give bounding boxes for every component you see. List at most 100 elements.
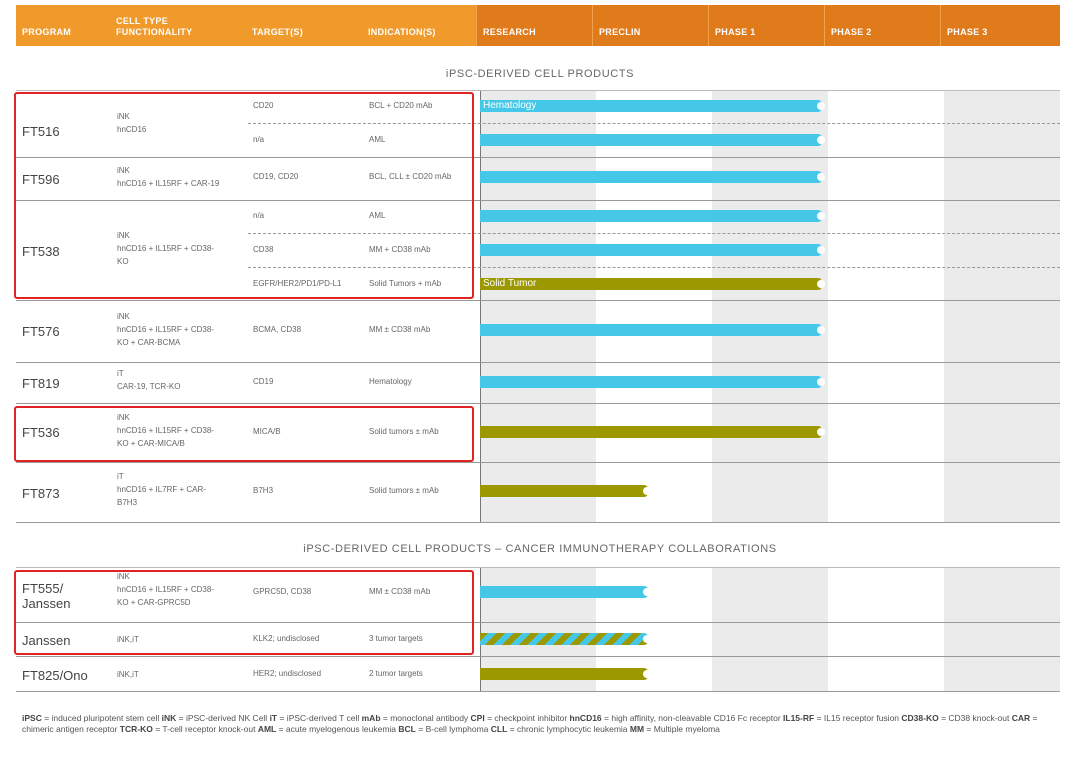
- phase-band-1-2: [712, 567, 828, 691]
- footnote-term: mAb: [361, 713, 381, 723]
- sub-divider-ft538-2: [248, 267, 1060, 268]
- target-ft516-1: n/a: [253, 135, 265, 144]
- program-name-ft536: FT536: [22, 425, 60, 440]
- header-col-target-s: TARGET(S): [246, 5, 362, 46]
- program-name-ft555-janssen: FT555/ Janssen: [22, 581, 71, 611]
- cell-functionality: hnCD16 + IL15RF + CD38-: [117, 325, 214, 334]
- footnote-term: BCL: [398, 724, 416, 734]
- section-title-collaborations: iPSC-DERIVED CELL PRODUCTS – CANCER IMMU…: [303, 543, 777, 555]
- highlight-box-janssen: [14, 570, 474, 655]
- cell-functionality: KO + CAR-MICA/B: [117, 439, 185, 448]
- progress-bar-janssen-0: [480, 633, 651, 645]
- indication-ft538-1: MM + CD38 mAb: [369, 245, 431, 254]
- row-divider-ft873: [16, 522, 1060, 523]
- row-divider-ft819: [16, 403, 1060, 404]
- program-name-ft825-ono: FT825/Ono: [22, 668, 88, 683]
- cell-type-name: iNK: [117, 572, 130, 581]
- footnote-definition: = B-cell lymphoma: [415, 724, 491, 734]
- header-col-cell-type-functionality: CELL TYPE FUNCTIONALITY: [110, 5, 246, 46]
- footnote-term: AML: [257, 724, 277, 734]
- target-janssen-0: KLK2; undisclosed: [253, 634, 320, 643]
- cell-type-name: iNK,iT: [117, 635, 139, 644]
- phase-band-1-4: [944, 567, 1060, 691]
- cell-functionality: hnCD16 + IL7RF + CAR-: [117, 485, 206, 494]
- header-col-preclin: PRECLIN: [592, 5, 708, 46]
- row-divider-ft576: [16, 362, 1060, 363]
- footnote-definition: = acute myelogenous leukemia: [276, 724, 399, 734]
- cell-type-name: iNK: [117, 112, 130, 121]
- footnote-term: iNK: [161, 713, 177, 723]
- section-title-ipsc: iPSC-DERIVED CELL PRODUCTS: [445, 68, 635, 80]
- program-name-ft819: FT819: [22, 376, 60, 391]
- program-name-ft596: FT596: [22, 172, 60, 187]
- progress-bar-ft576-0: [480, 324, 825, 336]
- bar-end-marker: [817, 378, 825, 386]
- progress-bar-ft536-0: [480, 426, 825, 438]
- cell-type-ft538: iNK hnCD16 + IL15RF + CD38- KO: [117, 229, 214, 268]
- header-col-phase-2: PHASE 2: [824, 5, 940, 46]
- target-ft538-0: n/a: [253, 211, 265, 220]
- indication-ft538-0: AML: [369, 211, 386, 220]
- progress-bar-ft819-0: [480, 376, 825, 388]
- bar-end-marker: [817, 212, 825, 220]
- phase-band-0-4: [944, 90, 1060, 522]
- sub-divider-ft538-1: [248, 233, 1060, 234]
- target-ft576-0: BCMA, CD38: [253, 325, 302, 334]
- bar-label: Hematology: [483, 100, 537, 111]
- progress-bar-ft555-janssen-0: [480, 586, 651, 598]
- highlight-box-ft516-ft538: [14, 92, 474, 299]
- footnote-term: CLL: [490, 724, 508, 734]
- cell-type-ft555-janssen: iNK hnCD16 + IL15RF + CD38- KO + CAR-GPRC5…: [117, 570, 214, 609]
- row-divider-ft825-ono: [16, 691, 1060, 692]
- footnote-term: iPSC: [22, 713, 42, 723]
- cell-functionality: hnCD16 + IL15RF + CAR-19: [117, 179, 220, 188]
- target-ft538-2: EGFR/HER2/PD1/PD-L1: [253, 279, 342, 288]
- program-name-ft576: FT576: [22, 324, 60, 339]
- footnote-definition: = monoclonal antibody: [380, 713, 471, 723]
- indication-ft555-janssen-0: MM ± CD38 mAb: [369, 587, 431, 596]
- row-divider-ft555-janssen: [16, 622, 1060, 623]
- program-name-janssen: Janssen: [22, 633, 71, 648]
- cell-functionality: hnCD16 + IL15RF + CD38-: [117, 426, 214, 435]
- progress-bar-ft516-1: [480, 134, 825, 146]
- cell-type-name: iT: [117, 369, 124, 378]
- cell-type-name: iNK: [117, 312, 130, 321]
- indication-ft819-0: Hematology: [369, 377, 412, 386]
- indication-ft516-1: AML: [369, 135, 386, 144]
- row-divider-ft516: [16, 157, 1060, 158]
- cell-type-ft819: iT CAR-19, TCR-KO: [117, 367, 180, 393]
- header-col-phase-1: PHASE 1: [708, 5, 824, 46]
- abbreviations-footnote: iPSC = induced pluripotent stem cell iNK…: [22, 713, 1062, 735]
- progress-bar-ft538-2: Solid Tumor: [480, 278, 825, 290]
- section-top-line-0: [16, 90, 1060, 91]
- footnote-term: IL15-RF: [783, 713, 815, 723]
- highlight-box-ft536: [14, 406, 474, 462]
- pipeline-header: PROGRAM CELL TYPE FUNCTIONALITY TARGET(S) I…: [16, 5, 1060, 46]
- indication-ft873-0: Solid tumors ± mAb: [369, 486, 439, 495]
- bar-end-marker: [817, 428, 825, 436]
- bar-end-marker: [817, 173, 825, 181]
- cell-type-name: iNK: [117, 413, 130, 422]
- footnote-definition: = Multiple myeloma: [644, 724, 720, 734]
- sub-divider-ft516-1: [248, 123, 1060, 124]
- bar-end-marker: [817, 246, 825, 254]
- footnote-definition: = checkpoint inhibitor: [484, 713, 570, 723]
- cell-functionality: KO + CAR-BCMA: [117, 338, 181, 347]
- indication-ft576-0: MM ± CD38 mAb: [369, 325, 431, 334]
- chart-axis-line-1: [480, 567, 481, 691]
- bar-end-marker: [643, 588, 651, 596]
- target-ft596-0: CD19, CD20: [253, 172, 299, 181]
- target-ft825-ono-0: HER2; undisclosed: [253, 669, 322, 678]
- section-top-line-7: [16, 567, 1060, 568]
- footnote-definition: = IL15 receptor fusion: [814, 713, 902, 723]
- footnote-term: MM: [629, 724, 645, 734]
- cell-functionality: KO: [117, 257, 129, 266]
- progress-bar-ft825-ono-0: [480, 668, 651, 680]
- footnote-definition: = chronic lymphocytic leukemia: [507, 724, 630, 734]
- cell-type-ft873: iT hnCD16 + IL7RF + CAR- B7H3: [117, 470, 206, 509]
- cell-type-ft516: iNK hnCD16: [117, 110, 146, 136]
- cell-type-name: iNK: [117, 166, 130, 175]
- footnote-definition: = CD38 knock-out: [938, 713, 1012, 723]
- cell-type-ft825-ono: iNK,iT: [117, 668, 139, 681]
- footnote-term: CD38-KO: [901, 713, 939, 723]
